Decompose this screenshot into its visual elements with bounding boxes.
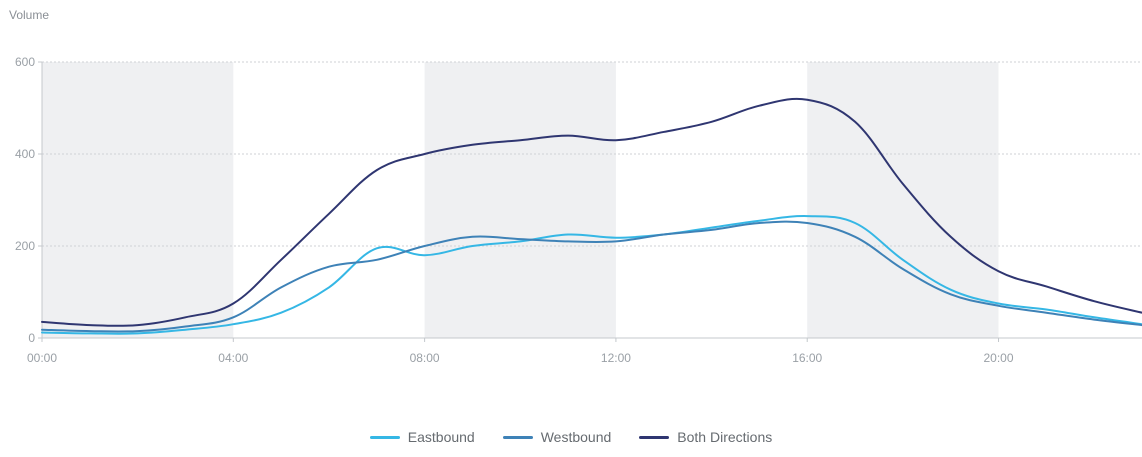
legend-item-westbound[interactable]: Westbound [502,429,612,445]
y-tick-label-600: 600 [15,55,35,69]
x-tick-label-1: 04:00 [218,351,248,365]
legend-swatch-eastbound [369,435,400,439]
shaded-band-1 [424,62,616,338]
y-axis-label: Volume [9,8,50,22]
shaded-band-0 [42,62,234,338]
y-tick-label-0: 0 [28,331,35,345]
legend-swatch-westbound [502,435,533,439]
legend-label-both-directions: Both Directions [677,429,773,445]
series-line-eastbound [41,215,1142,335]
legend-swatch-both-directions [639,435,670,439]
x-tick-label-3: 12:00 [601,351,631,365]
legend-label-eastbound: Eastbound [407,429,475,445]
y-tick-label-200: 200 [15,239,35,253]
legend-label-westbound: Westbound [540,429,612,445]
x-tick-label-5: 20:00 [984,351,1014,365]
y-tick-label-400: 400 [15,147,35,161]
x-tick-label-2: 08:00 [410,351,440,365]
legend: Eastbound Westbound Both Directions [0,429,1142,445]
shaded-band-2 [807,62,999,338]
line-chart: 0 200 400 600 00:00 04:00 08:00 12:00 16:00 20:00 [15,55,1142,365]
x-tick-label-4: 16:00 [792,351,822,365]
series-line-both-directions [41,97,1142,327]
legend-item-both-directions[interactable]: Both Directions [639,429,772,445]
x-tick-label-0: 00:00 [27,351,57,365]
series-line-westbound [41,220,1142,333]
legend-item-eastbound[interactable]: Eastbound [369,429,475,445]
